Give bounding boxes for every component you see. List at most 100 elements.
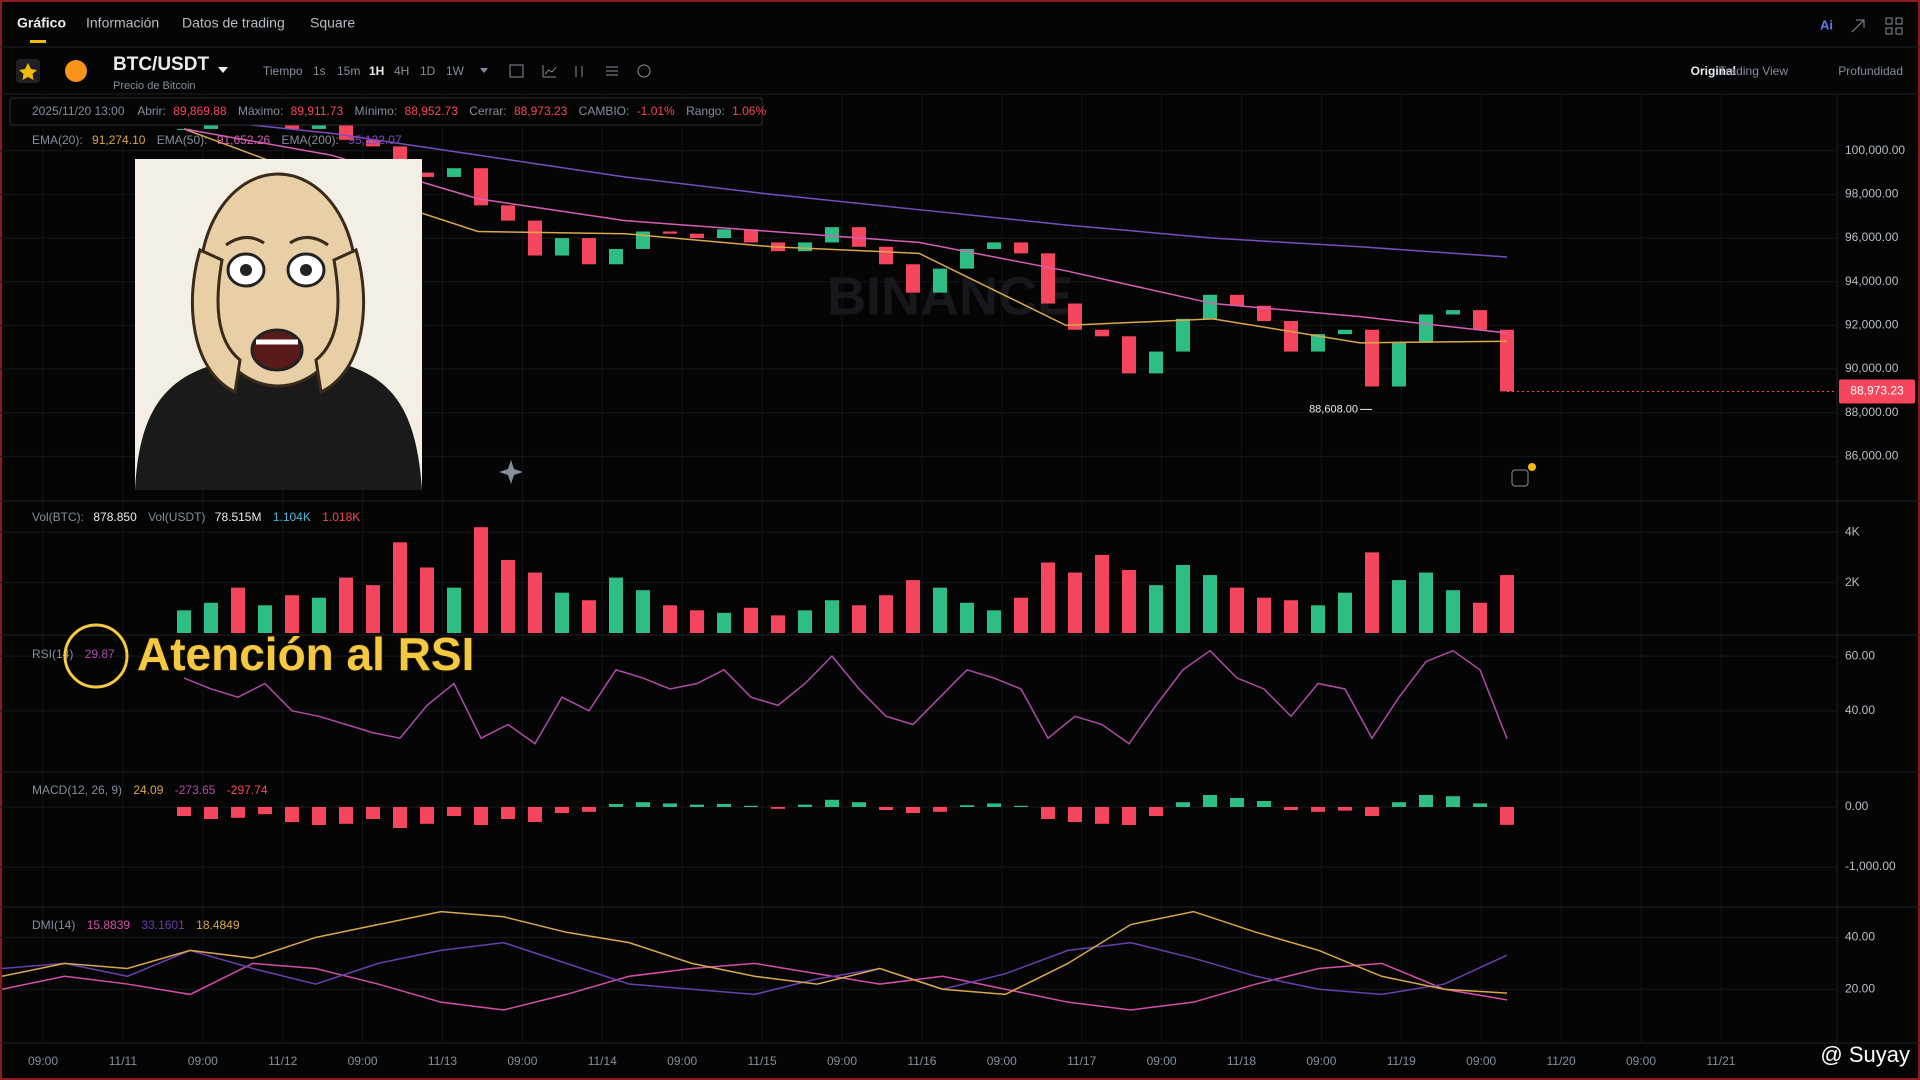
volume-bar [1446,590,1460,633]
macd-bar [960,805,974,807]
volume-bar [690,610,704,633]
vol-usdt-value: 78.515M [215,510,262,524]
candle [690,233,704,239]
volume-bar [933,587,947,633]
volume-row: Vol(BTC): 878.850 Vol(USDT) 78.515M 1.10… [32,510,360,524]
range-label: Rango: [686,104,725,118]
candle [1392,342,1406,387]
candle [663,231,677,234]
candle [906,264,920,293]
macd-bar [1068,807,1082,822]
time-label: 09:00 [827,1054,857,1068]
volume-bar [177,610,191,633]
macd-bar [717,804,731,807]
macd-bar [1230,798,1244,807]
volume-bar [366,585,380,633]
interval[interactable]: 1D [420,64,436,78]
interval[interactable]: 1s [313,64,326,78]
active-tab-underline [30,40,46,43]
interval-dropdown[interactable] [480,68,488,73]
time-label: 09:00 [348,1054,378,1068]
axis-label: 0.00 [1845,799,1869,813]
volume-bar [1122,570,1136,633]
tab[interactable]: Datos de trading [182,15,285,31]
candle [528,220,542,256]
dmi-label: DMI(14) [32,918,75,932]
view-option[interactable]: Original [1691,64,1736,78]
ohlc-row: 2025/11/20 13:00 Abrir: 89,869.88 Máximo… [32,104,766,118]
pair[interactable]: BTC/USDT [113,54,209,75]
volume-bar [204,602,218,633]
interval[interactable]: 4H [394,64,409,78]
close-label: Cerrar: [469,104,506,118]
volume-bar [528,572,542,633]
ai-icon[interactable]: Ai [1820,17,1833,32]
volume-bar [879,595,893,633]
candle [582,238,596,265]
credit: @ Suyay [1820,1042,1910,1067]
toolbar-icons[interactable] [509,64,651,78]
pair-dropdown[interactable] [218,67,228,73]
macd-bar [582,807,596,812]
layout-icon[interactable] [1885,17,1903,35]
volume-bar [339,577,353,633]
ema200-label: EMA(200): [282,133,339,147]
close-value: 88,973.23 [514,104,568,118]
macd-bar [1149,807,1163,816]
rsi-row: RSI(14) 29.87 [32,647,115,661]
volume-bar [1500,575,1514,633]
macd-bar [366,807,380,819]
time-label: 09:00 [507,1054,537,1068]
macd-bar [744,805,758,807]
candle [1473,310,1487,330]
volume-bar [1068,572,1082,633]
chart-tool-icon[interactable] [1511,469,1529,487]
ema50-value: 91,652.26 [217,133,271,147]
time-label: 11/11 [109,1054,138,1068]
macd-bar [609,804,623,807]
time-label: 09:00 [188,1054,218,1068]
time-label: 09:00 [1147,1054,1177,1068]
volume-bar [1311,605,1325,633]
axis-label: 92,000.00 [1845,318,1899,332]
macd-bar [1014,805,1028,807]
rsi-value: 29.87 [85,647,115,661]
interval[interactable]: 1H [369,64,384,78]
volume-bar [1095,554,1109,633]
axis-label: 40.00 [1845,930,1875,944]
interval[interactable]: 15m [337,64,360,78]
macd-bar [825,799,839,807]
ema-row: EMA(20): 91,274.10 EMA(50): 91,652.26 EM… [32,133,402,147]
ema20-value: 91,274.10 [92,133,146,147]
macd-bar [258,807,272,815]
axis-label: 94,000.00 [1845,274,1899,288]
volume-bar [852,605,866,633]
macd-row: MACD(12, 26, 9) 24.09 -273.65 -297.74 [32,783,268,797]
tab[interactable]: Información [86,15,159,31]
vol-usdt-label: Vol(USDT) [148,510,205,524]
candle [501,205,515,221]
interval[interactable]: 1W [446,64,465,78]
tab[interactable]: Gráfico [17,15,66,31]
macd-bar [933,807,947,812]
macd-dif: 24.09 [133,783,163,797]
volume-bar [1203,575,1217,633]
macd-bar [1446,796,1460,807]
candle [1014,242,1028,254]
interval: Tiempo [263,64,303,78]
time-label: 09:00 [28,1054,58,1068]
macd-bar [1122,807,1136,825]
tab[interactable]: Square [310,15,355,31]
view-option[interactable]: Trading View [1719,64,1789,78]
change-value: -1.01% [637,104,675,118]
axis-label: 4K [1845,524,1860,538]
pair-subtitle: Precio de Bitcoin [113,80,196,92]
axis-label: 2K [1845,575,1860,589]
view-option[interactable]: Profundidad [1838,64,1903,78]
volume-bar [582,600,596,633]
expand-icon[interactable] [1851,19,1865,33]
axis-label: 88,000.00 [1845,405,1899,419]
candle [1257,305,1271,322]
candle [1365,329,1379,387]
